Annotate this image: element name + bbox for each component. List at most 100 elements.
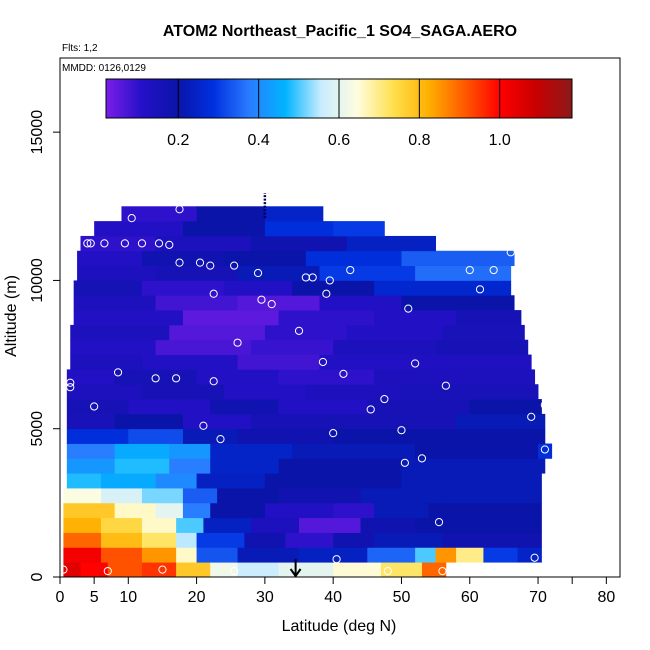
x-tick-label: 40 <box>324 589 342 606</box>
observation-point <box>380 394 389 404</box>
heatmap-cell <box>114 502 157 519</box>
observation-point <box>465 265 474 275</box>
heatmap-cell <box>442 488 542 504</box>
heatmap-cell <box>401 250 515 266</box>
observation-point <box>175 258 184 267</box>
observation-point <box>257 295 266 304</box>
heatmap-cell <box>223 384 307 400</box>
heatmap-cell <box>319 295 402 311</box>
heatmap-cell <box>66 413 116 430</box>
heatmap-cell <box>251 339 334 355</box>
observation-point <box>209 377 218 386</box>
heatmap-cell <box>169 443 211 459</box>
plot-frame <box>59 57 621 578</box>
heatmap-cell <box>100 532 143 548</box>
observation-point <box>489 265 498 275</box>
heatmap-area <box>63 206 553 578</box>
heatmap-cell <box>264 502 334 519</box>
observation-point <box>216 434 225 444</box>
observation-point <box>540 445 549 454</box>
heatmap-cell <box>299 547 368 563</box>
heatmap-cell <box>223 280 293 296</box>
observation-point <box>434 518 444 527</box>
heatmap-cell <box>435 428 546 444</box>
heatmap-cell <box>70 324 170 341</box>
heatmap-cell <box>415 443 539 459</box>
heatmap-cell <box>285 532 334 548</box>
heatmap-cell <box>196 532 245 548</box>
x-axis: 0 5 10 20 30 40 50 60 70 80 <box>56 577 615 606</box>
heatmap-cell <box>182 221 266 237</box>
heatmap-cell <box>237 265 320 281</box>
heatmap-cell <box>278 458 402 474</box>
observation-point <box>308 273 317 282</box>
observation-point <box>294 326 304 335</box>
heatmap-cell <box>210 399 279 415</box>
heatmap-cell <box>456 413 546 430</box>
heatmap-cell <box>210 502 266 519</box>
heatmap-cell <box>223 250 307 266</box>
observation-points <box>59 205 549 576</box>
heatmap-cell <box>100 517 143 533</box>
heatmap-cell <box>182 413 252 430</box>
heatmap-cell <box>70 354 143 370</box>
heatmap-cell <box>319 354 416 370</box>
observation-point <box>66 378 75 387</box>
heatmap-cell <box>114 369 197 385</box>
heatmap-cell <box>264 473 402 489</box>
y-tick-label: 5000 <box>29 411 46 447</box>
observation-point <box>90 402 99 411</box>
heatmap-cell <box>292 280 375 296</box>
mmdd-label: MMDD: 0126,0129 <box>62 63 146 74</box>
heatmap-cell <box>141 384 225 400</box>
heatmap-cell <box>319 265 416 281</box>
heatmap-cell <box>264 324 348 341</box>
heatmap-cell <box>63 488 102 504</box>
heatmap-cell <box>237 354 320 370</box>
heatmap-cell <box>63 562 81 578</box>
colorbar-tick-label: 1.0 <box>489 132 511 149</box>
observation-point <box>400 458 409 467</box>
heatmap-cell <box>374 280 512 296</box>
heatmap-cell <box>63 517 102 533</box>
heatmap-cell <box>155 265 238 281</box>
x-tick-label: 10 <box>119 589 137 606</box>
flight-markers <box>263 192 302 578</box>
heatmap-cell <box>367 547 416 563</box>
heatmap-cell <box>278 399 368 415</box>
observation-point <box>411 359 420 368</box>
observation-point <box>83 239 92 248</box>
heatmap-cell <box>128 428 184 444</box>
heatmap-cell <box>210 443 293 459</box>
heatmap-cell <box>401 458 546 474</box>
x-axis-label: Latitude (deg N) <box>282 618 397 635</box>
observation-point <box>366 405 375 414</box>
heatmap-cell <box>66 473 102 489</box>
observation-point <box>438 566 447 576</box>
heatmap-cell <box>63 532 102 548</box>
heatmap-cell <box>141 547 177 563</box>
heatmap-cell <box>121 206 197 222</box>
observation-point <box>230 566 239 576</box>
heatmap-cell <box>333 532 375 548</box>
x-tick-label: 50 <box>393 589 411 606</box>
heatmap-cell <box>380 562 423 578</box>
observation-point <box>397 426 406 435</box>
observation-point <box>318 357 328 367</box>
heatmap-cell <box>107 562 143 578</box>
observation-point <box>441 381 450 390</box>
observation-point <box>151 374 160 383</box>
chart-title: ATOM2 Northeast_Pacific_1 SO4_SAGA.AERO <box>163 23 517 40</box>
observation-point <box>339 369 348 378</box>
heatmap-cell <box>333 502 375 519</box>
heatmap-cell <box>94 221 184 237</box>
heatmap-cell <box>73 295 157 311</box>
heatmap-cell <box>278 562 334 578</box>
heatmap-cell <box>237 547 300 563</box>
observation-point <box>175 205 184 214</box>
observation-point <box>113 368 123 377</box>
heatmap-cell <box>128 399 211 415</box>
x-tick-label: 60 <box>461 589 479 606</box>
flight-arrow-head <box>289 568 302 578</box>
heatmap-cell <box>305 384 402 400</box>
